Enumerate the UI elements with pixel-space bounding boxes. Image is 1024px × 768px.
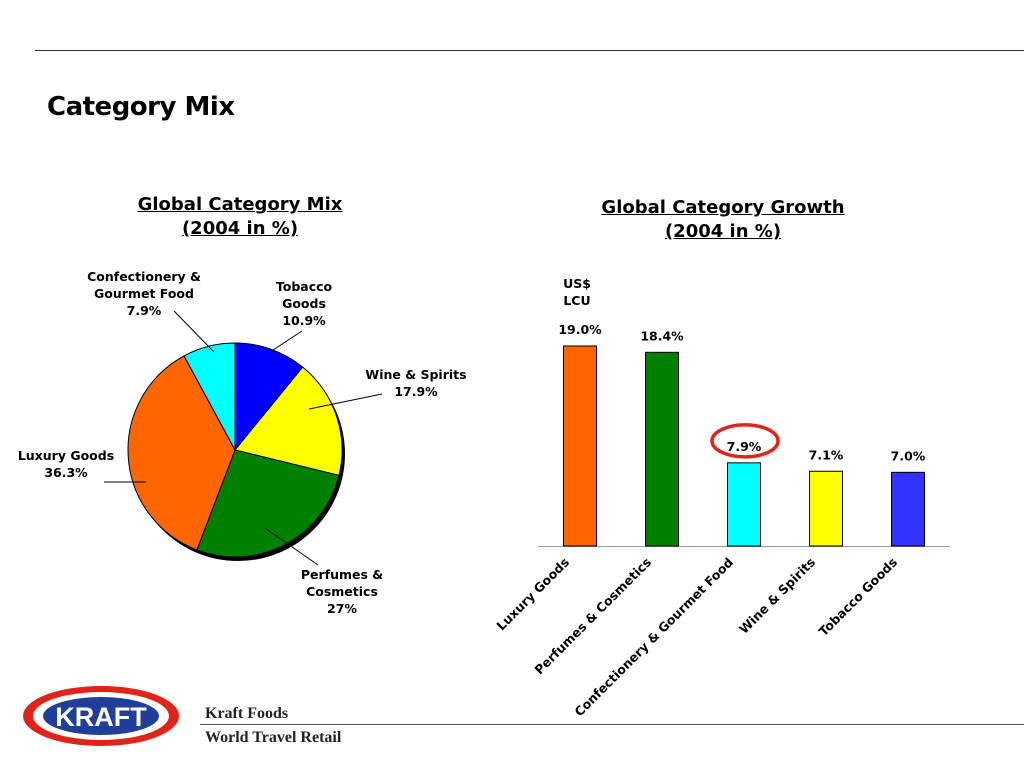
bar-chart-title-line2: (2004 in %) [664, 221, 782, 242]
logo-text: KRAFT [55, 702, 147, 732]
bar-luxury-goods [563, 345, 597, 547]
pie-chart: Tobacco Goods 10.9% Wine & Spirits 17.9% Perf… [18, 269, 467, 616]
highlight-circle [710, 423, 780, 459]
pie-label-tobacco-goods: Goods [282, 296, 326, 311]
pie-leader-line-confectionery-and-gourmet-food [173, 310, 215, 353]
bar-chart-title: Global Category Growth (2004 in %) [563, 196, 883, 244]
pie-label-confectionery-and-gourmet-food: Gourmet Food [94, 286, 194, 301]
pie-slice-luxury-goods [127, 355, 236, 551]
pie-label-wine-and-spirits: Wine & Spirits [365, 367, 466, 382]
kraft-logo: KRAFT [23, 686, 179, 746]
pie-leader-line-perfumes-and-cosmetics [264, 527, 319, 566]
bar-category-label-confectionery-and-gourmet-food: Confectionery & Gourmet Food [571, 555, 736, 720]
pie-label-perfumes-and-cosmetics: Cosmetics [306, 584, 378, 599]
pie-label-perfumes-and-cosmetics: 27% [327, 601, 357, 616]
pie-label-wine-and-spirits: 17.9% [394, 384, 438, 399]
bar-category-label-luxury-goods: Luxury Goods [493, 555, 572, 634]
bar-category-label-wine-and-spirits: Wine & Spirits [736, 555, 818, 637]
page-title: Category Mix [47, 92, 235, 122]
pie-chart-title: Global Category Mix (2004 in %) [100, 193, 380, 241]
bar-value-label-luxury-goods: 19.0% [558, 322, 602, 337]
pie-slice-tobacco-goods [234, 342, 304, 452]
pie-label-confectionery-and-gourmet-food: Confectionery & [87, 269, 201, 284]
bar-category-label-tobacco-goods: Tobacco Goods [816, 555, 900, 639]
pie-chart-title-line2: (2004 in %) [181, 218, 299, 239]
top-divider [35, 50, 1024, 51]
pie-label-tobacco-goods: Tobacco [276, 279, 333, 294]
pie-slice-wine-and-spirits [234, 366, 343, 476]
pie-slice-perfumes-and-cosmetics [196, 449, 340, 558]
bar-value-label-confectionery-and-gourmet-food: 7.9% [727, 439, 762, 454]
footer-divider [200, 724, 1024, 725]
pie-leader-line-wine-and-spirits [308, 393, 383, 410]
pie-label-tobacco-goods: 10.9% [282, 313, 326, 328]
pie-label-luxury-goods: Luxury Goods [18, 448, 114, 463]
bar-value-label-perfumes-and-cosmetics: 18.4% [640, 328, 684, 343]
bar-perfumes-and-cosmetics [645, 351, 679, 547]
pie-label-perfumes-and-cosmetics: Perfumes & [301, 567, 383, 582]
pie-label-confectionery-and-gourmet-food: 7.9% [127, 303, 162, 318]
pie-label-luxury-goods: 36.3% [44, 465, 88, 480]
bar-wine-and-spirits [809, 470, 843, 547]
bar-value-label-tobacco-goods: 7.0% [891, 448, 926, 463]
bar-chart-title-line1: Global Category Growth [601, 197, 845, 218]
bar-tobacco-goods [891, 471, 925, 547]
logo-core-ellipse [43, 697, 159, 735]
bar-value-label-wine-and-spirits: 7.1% [809, 447, 844, 462]
pie-leader-line-tobacco-goods [269, 330, 303, 353]
footer-company: Kraft Foods [205, 705, 289, 722]
currency-label-usd: US$ [563, 276, 591, 291]
bar-confectionery-and-gourmet-food [727, 462, 761, 547]
currency-label-lcu: LCU [563, 293, 590, 308]
footer-division: World Travel Retail [205, 729, 342, 746]
pie-chart-title-line1: Global Category Mix [137, 194, 343, 215]
